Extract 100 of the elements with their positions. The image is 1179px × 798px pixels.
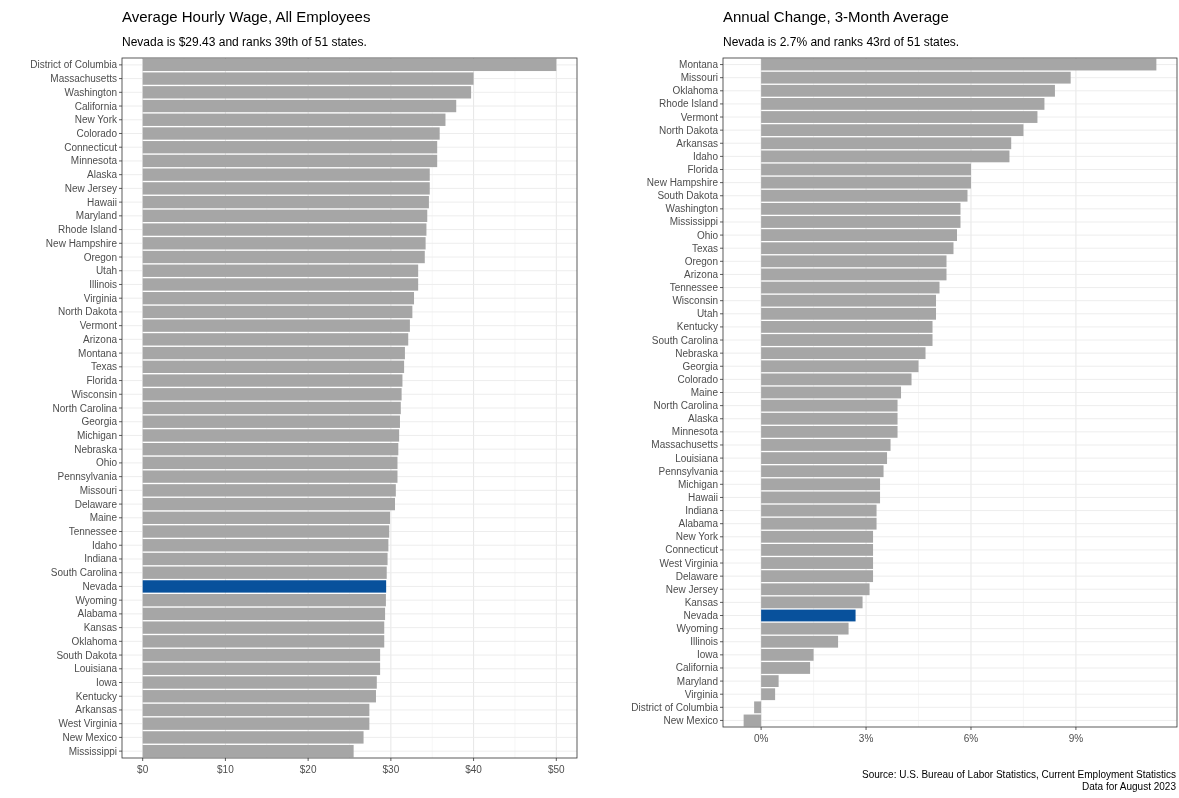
y-tick-label: Idaho <box>91 539 118 551</box>
y-tick-label: Texas <box>90 361 117 373</box>
y-tick-label: Illinois <box>89 278 117 290</box>
x-tick-label: 3% <box>858 733 874 744</box>
bar <box>761 281 940 294</box>
y-tick-label: Maine <box>690 387 719 398</box>
y-tick-label: Arkansas <box>75 704 117 716</box>
y-tick-label: Montana <box>679 59 719 71</box>
y-tick-label: Wisconsin <box>672 295 718 307</box>
y-tick-label: Iowa <box>95 677 118 689</box>
y-tick-label: Kansas <box>684 596 718 608</box>
chart-title: Average Hourly Wage, All Employees <box>122 8 371 25</box>
y-tick-label: Missouri <box>79 484 117 496</box>
y-tick-label: Colorado <box>677 373 719 385</box>
y-tick-label: South Carolina <box>50 567 118 579</box>
y-tick-label: Utah <box>95 265 117 277</box>
bar <box>761 268 947 281</box>
bar <box>761 58 1157 71</box>
x-tick-label: $50 <box>547 764 566 775</box>
bar <box>743 714 762 727</box>
y-tick-label: Kentucky <box>676 321 718 333</box>
bar <box>142 401 401 415</box>
bar <box>761 386 902 399</box>
bar <box>761 491 881 504</box>
y-tick-label: Florida <box>86 375 118 387</box>
y-tick-label: Michigan <box>76 429 117 441</box>
x-tick-label: 0% <box>753 733 769 744</box>
bar <box>761 163 971 176</box>
y-tick-label: Mississippi <box>669 216 718 228</box>
y-tick-label: Alaska <box>687 413 719 425</box>
bar <box>142 580 387 593</box>
y-tick-label: District of Columbia <box>631 701 719 713</box>
y-tick-label: Vermont <box>680 111 719 123</box>
y-tick-label: Montana <box>78 347 118 359</box>
y-tick-label: Connecticut <box>64 141 118 153</box>
y-tick-label: Washington <box>64 86 117 98</box>
bar <box>761 504 877 517</box>
y-tick-label: Massachusetts <box>50 73 117 85</box>
y-tick-label: Georgia <box>682 360 719 372</box>
y-tick-label: Louisiana <box>675 452 719 464</box>
y-tick-label: New York <box>74 114 118 126</box>
y-tick-label: Illinois <box>690 636 718 648</box>
x-tick-label: $20 <box>299 764 317 775</box>
y-tick-label: Alabama <box>77 608 118 620</box>
y-tick-label: Hawaii <box>687 491 718 503</box>
y-tick-label: Tennessee <box>669 282 719 294</box>
x-tick-label: 9% <box>1068 733 1084 744</box>
y-tick-label: Wyoming <box>676 623 718 635</box>
y-tick-label: Kansas <box>83 622 117 634</box>
y-tick-label: Missouri <box>680 72 718 84</box>
x-tick-label: $30 <box>382 764 400 775</box>
y-tick-label: Minnesota <box>671 426 719 438</box>
y-tick-label: Utah <box>696 308 718 320</box>
y-tick-label: New York <box>675 531 719 543</box>
y-tick-label: Massachusetts <box>651 439 718 451</box>
y-tick-label: California <box>675 662 719 674</box>
text: Data for August 2023 <box>1082 781 1177 792</box>
chart-title: Annual Change, 3-Month Average <box>723 8 949 25</box>
y-tick-label: Colorado <box>76 127 118 139</box>
y-tick-label: Iowa <box>696 649 719 661</box>
y-tick-label: Wyoming <box>75 594 117 606</box>
bar <box>142 566 387 579</box>
y-tick-label: Nevada <box>82 580 118 592</box>
y-tick-label: Indiana <box>84 553 118 565</box>
y-tick-label: Oklahoma <box>672 85 719 97</box>
bar <box>754 701 762 714</box>
y-tick-label: New Jersey <box>665 583 718 595</box>
y-tick-label: Florida <box>687 164 719 175</box>
y-tick-label: Delaware <box>675 570 719 582</box>
y-tick-label: Oregon <box>83 251 117 263</box>
y-tick-label: North Carolina <box>52 402 118 414</box>
y-tick-label: Tennessee <box>68 526 118 538</box>
y-tick-label: Washington <box>665 203 718 215</box>
y-tick-label: Kentucky <box>75 690 117 702</box>
y-tick-label: Virginia <box>684 688 719 700</box>
y-tick-label: Nebraska <box>675 347 719 359</box>
y-tick-label: Delaware <box>74 498 118 510</box>
bar <box>142 99 457 113</box>
y-tick-label: Wisconsin <box>71 388 117 400</box>
y-tick-label: Idaho <box>692 150 719 162</box>
y-tick-label: Maryland <box>676 675 718 687</box>
y-tick-label: Virginia <box>83 292 118 304</box>
y-tick-label: North Dakota <box>58 306 118 318</box>
y-tick-label: Georgia <box>81 416 118 428</box>
y-tick-label: Connecticut <box>665 544 719 556</box>
y-tick-label: Minnesota <box>70 155 118 167</box>
y-tick-label: Ohio <box>95 457 118 469</box>
bar <box>142 703 370 717</box>
y-tick-label: Ohio <box>696 229 719 241</box>
y-tick-label: Rhode Island <box>58 224 117 236</box>
y-tick-label: New Hampshire <box>45 237 118 249</box>
y-tick-label: Nevada <box>683 610 719 621</box>
chart-subtitle: Nevada is 2.7% and ranks 43rd of 51 states. <box>723 35 960 49</box>
y-tick-label: Pennsylvania <box>57 471 118 483</box>
bar <box>142 593 386 607</box>
y-tick-label: North Dakota <box>659 124 719 136</box>
y-tick-label: Hawaii <box>86 196 117 208</box>
x-tick-label: $0 <box>137 764 149 775</box>
y-tick-label: District of Columbia <box>30 59 118 71</box>
y-tick-label: New Mexico <box>62 731 118 743</box>
